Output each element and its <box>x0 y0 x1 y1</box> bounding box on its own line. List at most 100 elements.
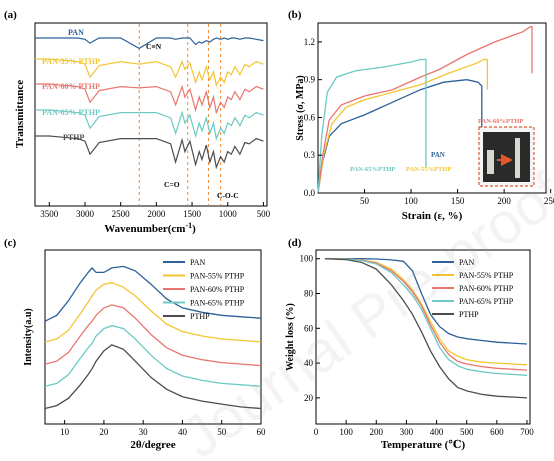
panel-d-series <box>324 258 528 399</box>
panel-c-x-ticks: 10 20 30 40 50 60 <box>60 420 266 437</box>
panel-b-y-tick-label-0.6: 0.6 <box>304 112 316 122</box>
panel-b-series-label-pan60: PAN-60%PTHP <box>478 118 523 125</box>
panel-a-x-tick-label-1000: 1000 <box>219 209 238 219</box>
panel-d-line-pan-65-pthp <box>324 258 528 376</box>
panel-c-xrd: (c) 10 20 30 40 50 60 PAN PAN-55% PTHP PAN-60% … <box>4 237 266 451</box>
panel-a-x-label-main: Wavenumber(cm <box>104 223 185 235</box>
panel-b-y-tick-label-0.9: 0.9 <box>304 75 316 85</box>
panel-c-legend: PAN PAN-55% PTHP PAN-60% PTHP PAN-65% PTHP P… <box>163 258 245 321</box>
panel-d-line-pan <box>325 258 528 345</box>
panel-d-y-tick-label-80: 80 <box>304 289 314 299</box>
panel-c-x-tick-label-40: 40 <box>178 427 188 437</box>
sample-before <box>487 150 494 174</box>
panel-d-y-label: Weight loss (%) <box>285 303 296 371</box>
panel-d-x-tick-label-700: 700 <box>520 427 534 437</box>
panel-b-y-label: Stress (σ, MPa) <box>295 75 306 141</box>
panel-a-x-tick-label-2000: 2000 <box>147 209 166 219</box>
panel-c-label: (c) <box>4 237 17 249</box>
panel-a-y-label: Transmittance <box>14 80 26 148</box>
panel-a-x-tick-label-500: 500 <box>257 209 271 219</box>
panel-c-line-pan-60-pthp <box>44 304 262 367</box>
panel-d-x-tick-label-300: 300 <box>400 427 414 437</box>
panel-d-x-tick-label-0: 0 <box>314 427 319 437</box>
panel-a-annotation-cn: C≡N <box>146 42 162 51</box>
panel-a-reference-lines <box>138 24 222 205</box>
panel-d-legend-label-pan-65-pthp: PAN-65% PTHP <box>459 297 514 306</box>
panel-c-legend-label-pthp: PTHP <box>190 312 210 321</box>
panel-c-frame <box>44 249 262 425</box>
panel-b-x-tick-label-50: 50 <box>360 196 370 206</box>
panel-a-line-pan-65-pthp <box>35 109 264 141</box>
panel-d-legend-label-pan-55-pthp: PAN-55% PTHP <box>459 271 514 280</box>
panel-c-x-label: 2θ/degree <box>130 439 175 451</box>
sample-after <box>515 138 520 178</box>
panel-d-tga: (d) 0 100 200 300 400 500 600 700 20 40 60 80 100 P… <box>285 237 534 451</box>
panel-a-x-tick-label-3500: 3500 <box>40 209 59 219</box>
panel-a-ftir: (a) 3500 3000 2500 2000 1500 1000 500 PAN PAN-… <box>4 9 271 235</box>
panel-a-line-pan <box>35 37 264 50</box>
panel-d-x-tick-label-600: 600 <box>490 427 504 437</box>
panel-d-y-tick-label-40: 40 <box>304 358 314 368</box>
panel-b-x-tick-label-200: 200 <box>497 196 511 206</box>
panel-b-line-pan <box>317 79 483 194</box>
panel-a-frame <box>34 22 268 207</box>
panel-b-series-label-pan55: PAN-55%PTHP <box>406 166 451 173</box>
panel-a-x-ticks: 3500 3000 2500 2000 1500 1000 500 <box>40 202 271 219</box>
panel-c-x-tick-label-10: 10 <box>60 427 70 437</box>
panel-a-line-pthp <box>35 135 264 170</box>
panel-b-line-pan-60-pthp <box>317 26 533 194</box>
panel-c-line-pan-55-pthp <box>44 282 262 343</box>
panel-c-legend-label-pan: PAN <box>190 258 205 267</box>
panel-c-x-tick-label-50: 50 <box>217 427 227 437</box>
panel-a-series-label-pan: PAN <box>68 28 84 37</box>
panel-d-label: (d) <box>288 237 302 249</box>
panel-a-label: (a) <box>4 9 17 21</box>
panel-a-series-label-pan55: PAN-55% PTHP <box>42 57 100 66</box>
panel-a-x-label-end: ) <box>192 223 196 235</box>
panel-c-x-tick-label-20: 20 <box>99 427 109 437</box>
panel-c-line-pan-65-pthp <box>44 324 262 387</box>
panel-a-series-label-pan60: PAN-60% PTHP <box>42 82 100 91</box>
panel-d-legend-label-pthp: PTHP <box>459 310 479 319</box>
panel-a-x-tick-label-2500: 2500 <box>112 209 131 219</box>
panel-b-stress-strain: (b) 50 100 150 200 250 0.0 0.3 0.6 0.9 1.2 PAN P… <box>288 9 554 222</box>
panel-d-x-tick-label-200: 200 <box>370 427 384 437</box>
panel-a-series-label-pan65: PAN-65% PTHP <box>42 108 100 117</box>
panel-d-x-tick-label-500: 500 <box>460 427 474 437</box>
panel-b-series <box>317 26 533 194</box>
panel-b-label: (b) <box>288 9 302 21</box>
panel-c-legend-label-pan-65-pthp: PAN-65% PTHP <box>190 299 245 308</box>
panel-b-x-tick-label-150: 150 <box>451 196 465 206</box>
panel-a-annotation-coc: C-O-C <box>217 191 239 200</box>
panel-c-line-pan <box>44 265 262 322</box>
panel-d-frame <box>315 249 531 425</box>
panel-a-x-label-sup: -1 <box>185 221 192 230</box>
panel-b-x-tick-label-250: 250 <box>544 196 554 206</box>
panel-a-x-label: Wavenumber(cm-1) <box>104 221 196 235</box>
panel-d-y-tick-label-60: 60 <box>304 323 314 333</box>
panel-a-x-tick-label-3000: 3000 <box>76 209 95 219</box>
panel-c-series <box>44 265 262 410</box>
panel-d-y-tick-label-20: 20 <box>304 393 314 403</box>
panel-c-line-pthp <box>44 344 262 410</box>
panel-b-x-ticks: 50 100 150 200 250 <box>360 189 554 206</box>
panel-c-legend-label-pan-60-pthp: PAN-60% PTHP <box>190 285 245 294</box>
panel-d-line-pthp <box>324 258 528 399</box>
panel-b-frame <box>317 22 547 194</box>
panel-d-x-tick-label-400: 400 <box>430 427 444 437</box>
panel-c-legend-label-pan-55-pthp: PAN-55% PTHP <box>190 272 245 281</box>
panel-c-x-tick-label-30: 30 <box>139 427 149 437</box>
panel-c-x-tick-label-60: 60 <box>257 427 267 437</box>
panel-d-x-label: Temperature (℃) <box>381 439 466 451</box>
sample-photo-inset <box>478 126 535 187</box>
panel-a-series-label-pthp: PTHP <box>63 133 84 142</box>
panel-d-legend-label-pan-60-pthp: PAN-60% PTHP <box>459 284 514 293</box>
panel-b-x-label: Strain (ε, %) <box>402 210 463 222</box>
panel-b-series-label-pan65: PAN-65%PTHP <box>350 166 395 173</box>
panel-b-line-pan-55-pthp <box>317 58 489 194</box>
panel-b-y-tick-label-0: 0.0 <box>304 188 316 198</box>
panel-d-x-tick-label-100: 100 <box>339 427 353 437</box>
panel-d-y-tick-label-100: 100 <box>300 254 314 264</box>
panel-b-y-ticks: 0.0 0.3 0.6 0.9 1.2 <box>304 37 322 198</box>
